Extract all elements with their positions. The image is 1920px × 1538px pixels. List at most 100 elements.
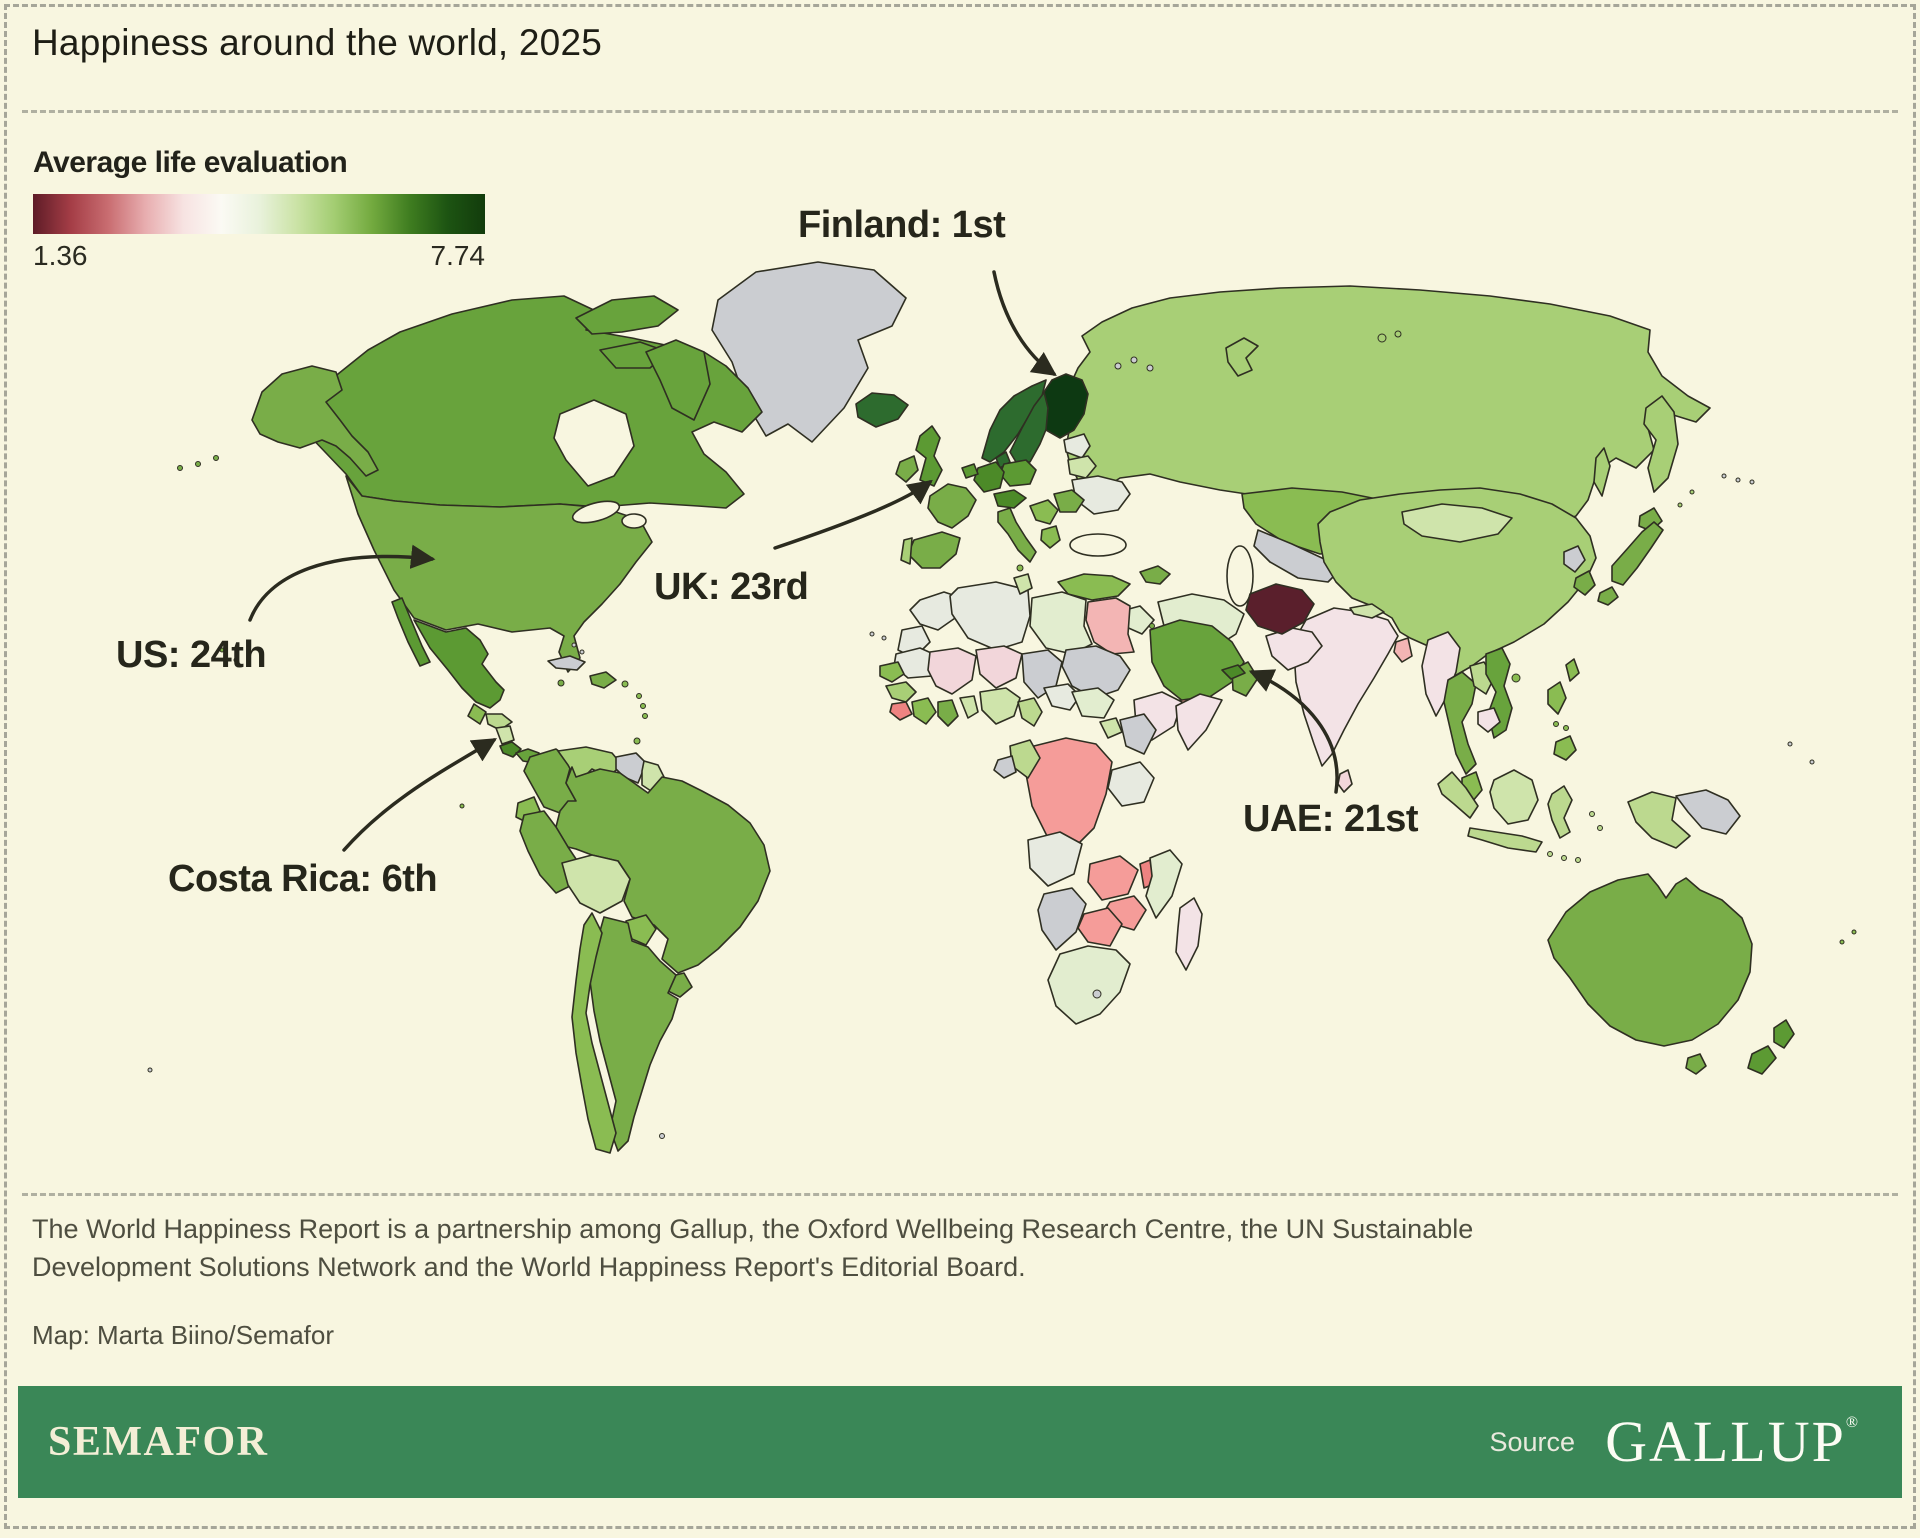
central-african-republic <box>1043 683 1081 711</box>
country-sri-lanka <box>1337 769 1353 793</box>
galapagos <box>459 803 465 809</box>
new-zealand-north <box>1773 1019 1795 1049</box>
separator-top <box>22 110 1898 113</box>
region-south-america <box>147 746 771 1154</box>
registered-mark: ® <box>1845 1414 1860 1431</box>
country-gabon <box>993 755 1017 779</box>
country-guatemala <box>467 703 487 725</box>
country-argentina <box>589 916 679 1152</box>
country-kenya <box>1119 713 1157 755</box>
footer-note: The World Happiness Report is a partners… <box>32 1214 1474 1283</box>
legend-gradient-bar <box>33 194 485 234</box>
country-somalia <box>1175 693 1223 751</box>
japan-honshu <box>1611 521 1664 586</box>
legend: Average life evaluation 1.36 7.74 <box>33 146 485 272</box>
central-asia <box>1253 529 1343 583</box>
sulawesi <box>1547 785 1573 839</box>
country-usa <box>345 475 653 673</box>
country-belarus <box>1067 455 1097 479</box>
gallup-wordmark: GALLUP <box>1605 1409 1846 1474</box>
country-ireland <box>895 455 919 483</box>
country-ivory-coast <box>911 697 937 725</box>
arctic-island <box>1394 330 1402 338</box>
arrow-uk <box>773 479 933 550</box>
bahamas <box>579 649 585 655</box>
alpine-countries <box>993 489 1027 509</box>
country-mongolia <box>1401 503 1513 543</box>
fiji <box>1851 929 1857 935</box>
country-uganda <box>1099 717 1123 739</box>
hawaii <box>233 657 239 663</box>
region-north-america <box>177 261 907 764</box>
baja-california <box>391 597 431 667</box>
country-poland <box>999 459 1037 487</box>
country-bangladesh <box>1393 637 1413 663</box>
lesser-antilles <box>642 713 648 719</box>
country-chile <box>571 912 617 1154</box>
pacific-island <box>1787 741 1793 747</box>
annotation-arrows <box>248 270 1339 852</box>
country-namibia <box>1037 887 1087 951</box>
country-thailand <box>1443 671 1477 775</box>
country-afghanistan <box>1245 583 1315 635</box>
sierra-leone-liberia <box>889 701 913 721</box>
arrow-us <box>248 544 436 622</box>
philippines-islands <box>1553 721 1559 727</box>
annotation-costa-rica: Costa Rica: 6th <box>168 858 438 900</box>
country-north-korea <box>1563 545 1586 573</box>
source-group: Source GALLUP® <box>1490 1413 1861 1471</box>
country-mexico <box>413 619 505 709</box>
puerto-rico <box>621 680 629 688</box>
region-europe <box>855 373 1131 572</box>
country-russia <box>1065 285 1711 525</box>
svalbard <box>1146 364 1154 372</box>
lesser-antilles <box>640 703 646 709</box>
lesotho <box>1092 989 1102 999</box>
indonesia-java <box>1467 827 1543 853</box>
legend-max-value: 7.74 <box>430 240 486 271</box>
country-morocco <box>909 591 963 631</box>
bahamas <box>571 642 577 648</box>
country-egypt <box>1085 597 1135 655</box>
benelux <box>961 463 979 479</box>
country-ukraine <box>1071 475 1131 515</box>
black-sea <box>1069 533 1127 557</box>
gallup-logo: GALLUP® <box>1605 1413 1860 1471</box>
hudson-bay <box>553 399 635 487</box>
country-sudan <box>1061 645 1131 699</box>
alaska <box>251 365 379 477</box>
country-mali <box>927 647 977 695</box>
svalbard <box>1130 356 1138 364</box>
brand-bar: SEMAFOR Source GALLUP® <box>18 1386 1902 1498</box>
annotation-us: US: 24th <box>116 634 267 676</box>
kuwait <box>1149 623 1155 629</box>
legend-title: Average life evaluation <box>33 146 348 179</box>
bering-islands <box>1749 479 1755 485</box>
country-portugal <box>900 537 913 565</box>
country-uae <box>1221 664 1246 680</box>
moluccas <box>1597 825 1603 831</box>
country-zambia <box>1087 855 1139 901</box>
pacific-island <box>147 1067 153 1073</box>
country-guinea <box>885 681 917 703</box>
country-australia <box>1547 873 1753 1047</box>
region-russia-north-asia <box>1065 285 1755 525</box>
region-oceania <box>1421 631 1857 1075</box>
country-niger <box>975 645 1023 689</box>
country-spain <box>907 531 961 569</box>
novaya-zemlya <box>1225 337 1259 377</box>
balkans <box>1029 499 1059 525</box>
great-lakes <box>571 500 621 524</box>
country-mozambique <box>1145 849 1183 919</box>
separator-bottom <box>22 1193 1898 1196</box>
caucasus <box>1139 565 1171 585</box>
lesser-antilles <box>636 693 642 699</box>
country-drc <box>1025 737 1113 851</box>
country-algeria <box>949 581 1031 651</box>
country-romania <box>1053 489 1085 513</box>
bering-islands <box>1721 473 1727 479</box>
sicily <box>1016 564 1024 572</box>
canadian-arctic-island <box>575 295 679 335</box>
hawaii <box>219 647 225 653</box>
country-china <box>1317 487 1597 681</box>
